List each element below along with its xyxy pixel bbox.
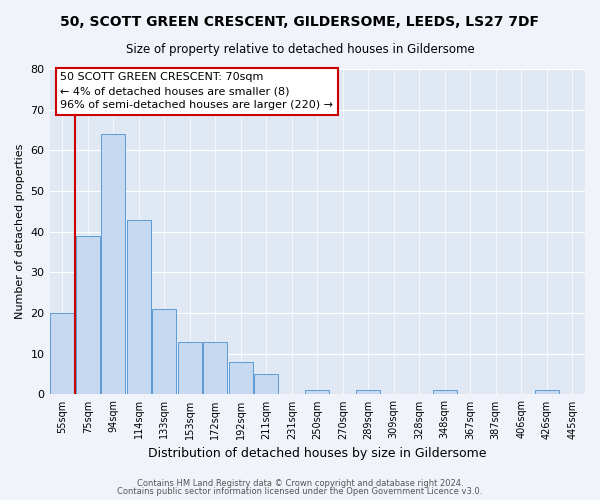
- Y-axis label: Number of detached properties: Number of detached properties: [15, 144, 25, 320]
- Bar: [203, 342, 227, 394]
- Text: Size of property relative to detached houses in Gildersome: Size of property relative to detached ho…: [125, 42, 475, 56]
- Bar: [356, 390, 380, 394]
- Bar: [50, 313, 74, 394]
- Bar: [229, 362, 253, 394]
- Bar: [152, 309, 176, 394]
- Bar: [305, 390, 329, 394]
- X-axis label: Distribution of detached houses by size in Gildersome: Distribution of detached houses by size …: [148, 447, 487, 460]
- Bar: [254, 374, 278, 394]
- Text: Contains HM Land Registry data © Crown copyright and database right 2024.: Contains HM Land Registry data © Crown c…: [137, 478, 463, 488]
- Bar: [76, 236, 100, 394]
- Bar: [127, 220, 151, 394]
- Text: 50 SCOTT GREEN CRESCENT: 70sqm
← 4% of detached houses are smaller (8)
96% of se: 50 SCOTT GREEN CRESCENT: 70sqm ← 4% of d…: [60, 72, 333, 110]
- Text: Contains public sector information licensed under the Open Government Licence v3: Contains public sector information licen…: [118, 487, 482, 496]
- Bar: [433, 390, 457, 394]
- Bar: [101, 134, 125, 394]
- Text: 50, SCOTT GREEN CRESCENT, GILDERSOME, LEEDS, LS27 7DF: 50, SCOTT GREEN CRESCENT, GILDERSOME, LE…: [61, 15, 539, 29]
- Bar: [535, 390, 559, 394]
- Bar: [178, 342, 202, 394]
